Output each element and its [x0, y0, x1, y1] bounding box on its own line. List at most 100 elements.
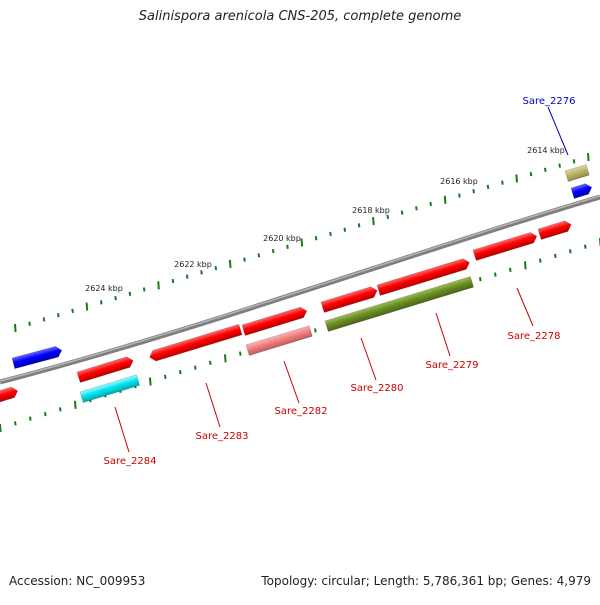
outer-tick [472, 189, 475, 194]
outer-tick [443, 195, 447, 204]
outer-tick [228, 259, 232, 268]
cds-red [537, 220, 572, 240]
outer-tick [243, 257, 246, 262]
cds-pink-sare-2282 [245, 325, 313, 356]
outer-tick [486, 184, 490, 190]
inner-tick [194, 365, 197, 370]
outer-tick [214, 265, 218, 271]
cds-olive-sare-2279 [324, 276, 474, 332]
gene-label-sare-2279: Sare_2279 [426, 360, 479, 371]
inner-tick [314, 328, 317, 333]
gene-label-sare-2284: Sare_2284 [104, 456, 157, 467]
outer-tick [271, 248, 275, 254]
outer-tick [300, 238, 304, 247]
outer-tick [329, 231, 332, 237]
inner-tick [209, 360, 212, 366]
outer-tick [558, 163, 561, 168]
outer-tick [200, 270, 203, 275]
outer-tick [142, 287, 146, 292]
outer-tick [529, 171, 533, 177]
gene-callout-line [205, 382, 221, 428]
gene-callout-line [114, 406, 130, 453]
outer-tick [544, 167, 547, 172]
outer-tick [501, 180, 504, 185]
outer-tick [185, 274, 189, 279]
gene-callout-line [283, 360, 300, 404]
outer-tick [372, 217, 375, 226]
gene-label-sare-2282: Sare_2282 [275, 406, 328, 417]
cds-red [376, 258, 470, 296]
outer-tick [71, 308, 74, 314]
inner-tick [509, 267, 512, 273]
cds-blue-sare-2276 [570, 183, 593, 199]
gene-callout-line [435, 312, 451, 357]
genome-summary-text: Topology: circular; Length: 5,786,361 bp… [261, 574, 591, 588]
cds-red [149, 323, 243, 362]
cds-red [320, 286, 378, 313]
inner-tick [584, 244, 587, 249]
outer-tick [114, 295, 117, 301]
inner-tick [59, 407, 62, 412]
outer-tick [100, 300, 103, 305]
cds-red [76, 356, 134, 383]
cds-red [241, 306, 308, 336]
inner-tick [74, 400, 77, 409]
scale-label: 2620 kbp [263, 234, 301, 243]
outer-tick [400, 210, 404, 215]
backbone-highlight [0, 195, 600, 382]
accession-text: Accession: NC_009953 [9, 574, 146, 588]
inner-tick [569, 249, 572, 254]
gene-features [0, 164, 593, 403]
outer-tick [415, 206, 418, 211]
gene-callout-line [516, 287, 534, 327]
inner-tick [44, 411, 47, 417]
scale-label: 2622 kbp [174, 260, 212, 269]
gene-label-sare-2278: Sare_2278 [508, 331, 561, 342]
outer-tick [515, 174, 518, 183]
outer-tick [42, 317, 46, 322]
gene-callout-line [360, 337, 377, 381]
cds-red [0, 386, 19, 403]
inner-tick [179, 370, 182, 375]
outer-tick [357, 223, 361, 228]
inner-tick [0, 423, 2, 433]
outer-tick [157, 281, 160, 290]
outer-tick [171, 278, 175, 284]
outer-tick [14, 323, 17, 333]
inner-tick [29, 416, 32, 421]
outer-tick [28, 321, 31, 326]
gene-label-sare-2280: Sare_2280 [351, 383, 404, 394]
cds-red [472, 232, 538, 261]
scale-label: 2618 kbp [352, 206, 390, 215]
gene-callout-line [547, 106, 569, 156]
inner-tick [494, 272, 497, 277]
inner-tick [239, 351, 242, 356]
outer-tick [286, 244, 289, 249]
gene-label-sare-2276: Sare_2276 [523, 96, 576, 107]
outer-tick [587, 152, 590, 162]
inner-tick [224, 354, 227, 363]
outer-tick [128, 291, 132, 296]
cds-blue-left [11, 346, 63, 369]
inner-tick [539, 258, 542, 263]
outer-tick [257, 253, 261, 258]
backbone-arc [0, 194, 600, 385]
outer-tick [314, 236, 318, 241]
inner-tick [14, 421, 17, 426]
cds-cyan-sare-2284 [79, 374, 141, 403]
outer-tick [85, 302, 89, 311]
inner-tick [479, 277, 482, 282]
outer-tick [343, 227, 347, 232]
scale-label: 2616 kbp [440, 177, 478, 186]
scale-label: 2624 kbp [85, 284, 123, 293]
inner-tick [554, 253, 557, 259]
cds-khaki-sare-2276 [564, 164, 590, 182]
inner-tick [524, 261, 527, 270]
outer-tick [458, 193, 461, 198]
outer-tick [572, 159, 576, 164]
map-title: Salinispora arenicola CNS-205, complete … [138, 9, 462, 24]
outer-tick [386, 214, 390, 219]
inner-tick [149, 377, 152, 386]
